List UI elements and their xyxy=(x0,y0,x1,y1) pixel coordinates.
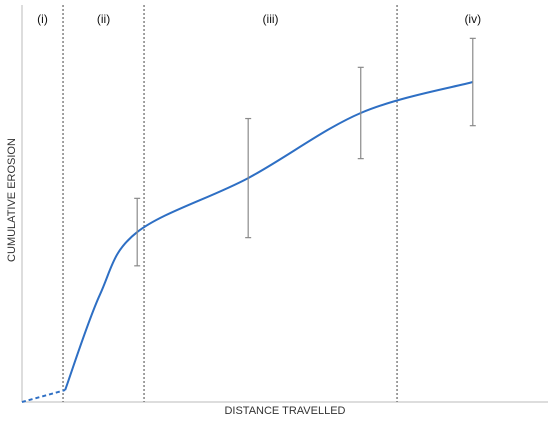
y-axis-label: CUMULATIVE EROSION xyxy=(6,138,18,262)
region-label: (iv) xyxy=(464,12,481,26)
region-label: (iii) xyxy=(263,12,279,26)
error-bar xyxy=(357,66,364,160)
series-line xyxy=(21,389,66,403)
region-label: (ii) xyxy=(97,12,110,26)
error-bar xyxy=(245,117,252,239)
series-line xyxy=(64,81,474,391)
region-label: (i) xyxy=(37,12,48,26)
x-axis-label: DISTANCE TRAVELLED xyxy=(224,405,345,417)
error-bar xyxy=(469,37,476,127)
error-bar xyxy=(134,197,141,267)
